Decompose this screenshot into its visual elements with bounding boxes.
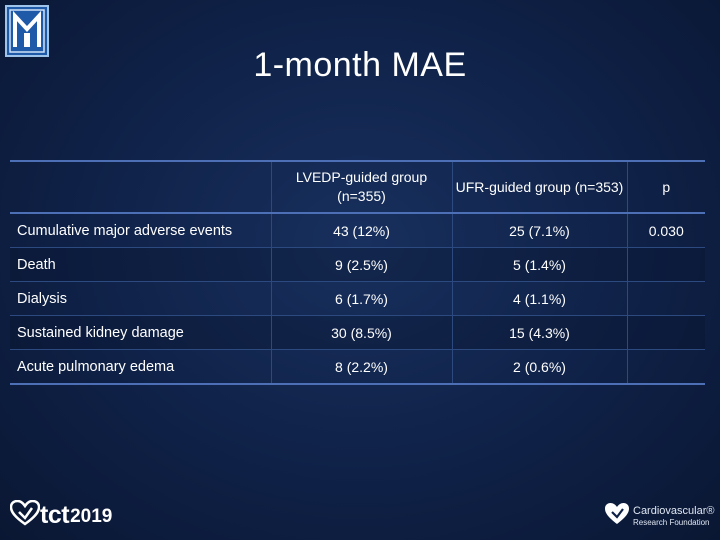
tct-logo-text: tct [40,500,70,529]
header-ufr: UFR-guided group (n=353) [451,160,627,214]
mae-table: LVEDP-guided group (n=355) UFR-guided gr… [10,160,705,385]
cell-p [626,281,705,316]
cell-p: 0.030 [626,213,705,248]
row-label: Acute pulmonary edema [10,349,271,385]
cell-ufr: 25 (7.1%) [451,213,627,248]
table-row: Dialysis 6 (1.7%) 4 (1.1%) [10,281,705,316]
table-header-row: LVEDP-guided group (n=355) UFR-guided gr… [10,160,705,214]
cell-lvedp: 6 (1.7%) [270,281,452,316]
table-row: Sustained kidney damage 30 (8.5%) 15 (4.… [10,315,705,350]
cell-lvedp: 9 (2.5%) [270,247,452,282]
crf-heart-icon [604,502,630,531]
cell-ufr: 2 (0.6%) [451,349,627,385]
institution-logo-icon [5,5,49,57]
tct-logo-year: 2019 [70,506,113,527]
cell-p [626,349,705,385]
cell-ufr: 15 (4.3%) [451,315,627,350]
cell-lvedp: 30 (8.5%) [270,315,452,350]
cell-ufr: 5 (1.4%) [451,247,627,282]
cell-p [626,315,705,350]
row-label: Sustained kidney damage [10,315,271,350]
slide-title: 1-month MAE [253,46,467,84]
table-row: Acute pulmonary edema 8 (2.2%) 2 (0.6%) [10,349,705,385]
table-row: Cumulative major adverse events 43 (12%)… [10,213,705,248]
tct-logo: tct 2019 [9,498,113,532]
row-label: Death [10,247,271,282]
cell-lvedp: 8 (2.2%) [270,349,452,385]
cell-lvedp: 43 (12%) [270,213,452,248]
header-p: p [626,160,705,214]
tct-heart-icon [9,499,41,531]
row-label: Dialysis [10,281,271,316]
table-row: Death 9 (2.5%) 5 (1.4%) [10,247,705,282]
crf-logo: Cardiovascular® Research Foundation [604,502,714,531]
crf-logo-text: Cardiovascular® Research Foundation [633,504,715,527]
header-lvedp: LVEDP-guided group (n=355) [270,160,452,214]
cell-p [626,247,705,282]
cell-ufr: 4 (1.1%) [451,281,627,316]
row-label: Cumulative major adverse events [10,213,271,248]
header-empty [10,160,271,214]
